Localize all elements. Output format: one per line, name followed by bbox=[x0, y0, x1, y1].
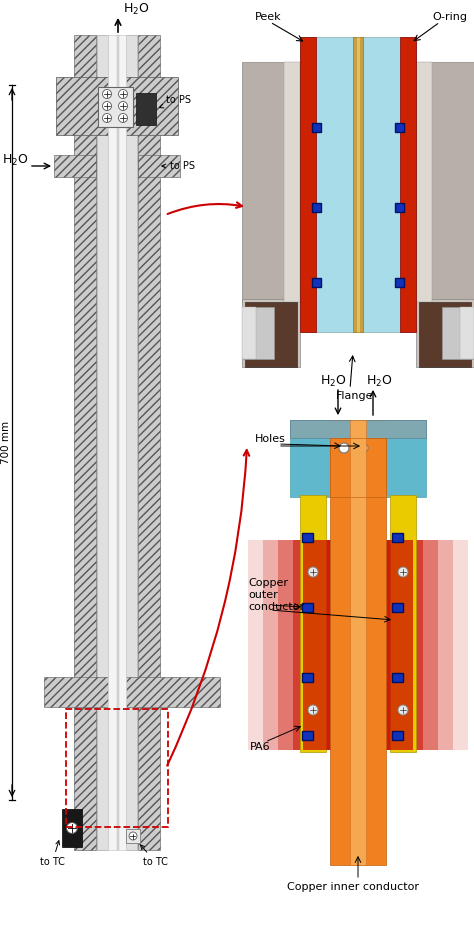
Bar bbox=[97, 35, 108, 850]
Bar bbox=[350, 420, 366, 865]
Bar bbox=[395, 203, 404, 212]
Circle shape bbox=[358, 443, 368, 453]
Bar bbox=[302, 533, 313, 542]
Circle shape bbox=[129, 832, 137, 840]
Bar bbox=[126, 829, 140, 843]
Bar bbox=[442, 307, 474, 359]
Text: $\mathrm{H_2O}$: $\mathrm{H_2O}$ bbox=[366, 374, 392, 389]
Bar bbox=[248, 540, 468, 750]
Bar bbox=[390, 495, 416, 752]
Bar bbox=[460, 307, 474, 359]
Bar bbox=[138, 35, 160, 850]
Text: $\mathrm{H_2O}$: $\mathrm{H_2O}$ bbox=[320, 374, 346, 389]
Bar bbox=[300, 37, 316, 332]
Circle shape bbox=[118, 114, 128, 122]
Bar bbox=[66, 709, 168, 827]
Bar bbox=[278, 540, 438, 750]
Bar bbox=[312, 123, 321, 132]
Bar bbox=[126, 35, 137, 850]
Bar bbox=[293, 540, 423, 750]
Bar bbox=[108, 35, 126, 850]
Bar bbox=[44, 677, 220, 707]
Bar bbox=[392, 731, 403, 740]
Circle shape bbox=[398, 705, 408, 715]
Bar bbox=[302, 731, 313, 740]
Bar bbox=[56, 77, 178, 135]
Bar bbox=[242, 307, 274, 359]
Bar bbox=[353, 37, 363, 332]
Bar bbox=[74, 35, 96, 850]
Bar bbox=[392, 673, 403, 682]
Bar bbox=[245, 302, 297, 367]
Circle shape bbox=[102, 102, 111, 110]
Circle shape bbox=[308, 705, 318, 715]
Text: Copper inner conductor: Copper inner conductor bbox=[287, 882, 419, 892]
Bar bbox=[330, 438, 386, 497]
Circle shape bbox=[308, 567, 318, 577]
Text: 700 mm: 700 mm bbox=[1, 421, 11, 464]
Bar bbox=[290, 420, 426, 438]
Bar bbox=[392, 533, 403, 542]
Bar bbox=[419, 302, 471, 367]
Text: to PS: to PS bbox=[160, 95, 191, 108]
Bar bbox=[242, 62, 300, 302]
Bar bbox=[136, 93, 156, 125]
Bar bbox=[312, 278, 321, 287]
Bar bbox=[263, 540, 453, 750]
Circle shape bbox=[102, 114, 111, 122]
Bar bbox=[312, 203, 321, 212]
Text: to PS: to PS bbox=[162, 161, 195, 171]
Text: $\mathrm{H_2O}$: $\mathrm{H_2O}$ bbox=[2, 153, 28, 168]
Text: Peek: Peek bbox=[255, 12, 282, 22]
Bar bbox=[138, 155, 180, 177]
Bar bbox=[62, 809, 82, 847]
Bar bbox=[300, 37, 416, 332]
Bar bbox=[392, 603, 403, 612]
Bar bbox=[400, 37, 416, 332]
Bar bbox=[395, 278, 404, 287]
Circle shape bbox=[398, 567, 408, 577]
Text: Copper
outer
conductor: Copper outer conductor bbox=[248, 578, 304, 611]
Bar bbox=[302, 673, 313, 682]
Bar bbox=[350, 438, 366, 497]
Bar bbox=[416, 299, 474, 367]
Bar bbox=[395, 123, 404, 132]
Text: $\mathrm{H_2O}$: $\mathrm{H_2O}$ bbox=[123, 2, 150, 17]
Bar bbox=[330, 420, 386, 865]
Text: to TC: to TC bbox=[141, 845, 168, 867]
Text: Flange: Flange bbox=[336, 391, 374, 401]
Bar bbox=[284, 62, 300, 302]
Bar bbox=[300, 495, 326, 752]
Text: Holes: Holes bbox=[255, 434, 286, 444]
Bar bbox=[290, 420, 426, 497]
Bar bbox=[242, 307, 256, 359]
Circle shape bbox=[66, 822, 78, 833]
Text: to TC: to TC bbox=[40, 841, 65, 867]
Bar bbox=[356, 37, 360, 332]
Bar bbox=[98, 87, 133, 127]
Bar bbox=[303, 540, 413, 750]
Text: O-ring: O-ring bbox=[432, 12, 467, 22]
Bar bbox=[302, 603, 313, 612]
Bar bbox=[416, 62, 474, 302]
Circle shape bbox=[118, 102, 128, 110]
Bar bbox=[242, 299, 300, 367]
Bar bbox=[54, 155, 96, 177]
Circle shape bbox=[339, 443, 349, 453]
Bar bbox=[117, 35, 119, 850]
Circle shape bbox=[102, 90, 111, 98]
Circle shape bbox=[118, 90, 128, 98]
Bar bbox=[416, 62, 432, 302]
Text: PA6: PA6 bbox=[250, 742, 271, 752]
